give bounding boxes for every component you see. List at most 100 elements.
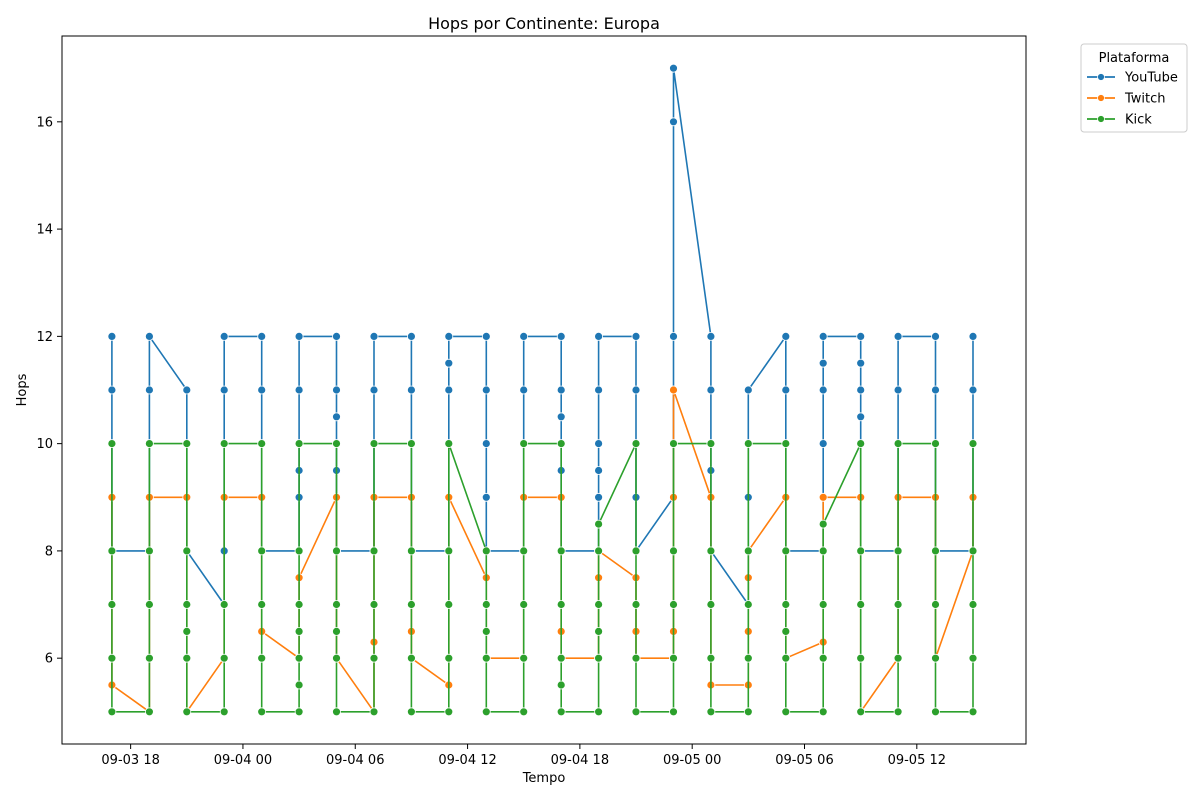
data-point-kick: [182, 653, 192, 663]
data-point-youtube: [781, 385, 791, 395]
data-point-kick: [219, 707, 229, 717]
data-point-kick: [481, 707, 491, 717]
series-layer: [107, 63, 978, 717]
data-point-youtube: [481, 492, 491, 502]
data-point-kick: [144, 546, 154, 556]
data-point-kick: [669, 546, 678, 556]
legend-items: YouTube Twitch Kick: [1087, 71, 1178, 128]
data-point-kick: [369, 546, 379, 556]
data-point-kick: [706, 707, 716, 717]
data-point-youtube: [444, 358, 454, 368]
data-point-kick: [182, 439, 192, 449]
legend-swatch-marker: [1097, 94, 1105, 102]
x-tick-label: 09-05 06: [775, 753, 833, 768]
data-point-kick: [369, 653, 379, 663]
series-line-twitch: [111, 389, 974, 713]
data-point-kick: [332, 600, 341, 609]
data-point-youtube: [257, 385, 267, 395]
data-point-kick: [893, 707, 903, 717]
data-point-kick: [481, 653, 491, 663]
data-point-kick: [519, 600, 529, 609]
data-point-kick: [818, 546, 828, 556]
data-point-kick: [107, 600, 117, 609]
y-tick-label: 8: [45, 544, 53, 559]
data-point-kick: [444, 546, 454, 556]
data-point-kick: [556, 439, 566, 449]
data-point-kick: [182, 546, 192, 556]
series-twitch: [107, 385, 978, 717]
legend-title: Plataforma: [1099, 51, 1170, 66]
data-point-kick: [931, 600, 940, 609]
x-tick-label: 09-04 18: [551, 753, 609, 768]
data-point-kick: [669, 600, 678, 609]
data-point-kick: [219, 600, 229, 609]
data-point-youtube: [594, 439, 603, 449]
y-tick-label: 14: [36, 223, 53, 238]
data-point-kick: [294, 627, 304, 636]
data-point-youtube: [219, 385, 229, 395]
data-point-kick: [294, 653, 304, 663]
data-point-youtube: [706, 385, 716, 395]
data-point-kick: [631, 546, 641, 556]
data-point-kick: [182, 600, 192, 609]
data-point-kick: [818, 519, 828, 529]
legend-label: Twitch: [1124, 92, 1166, 107]
data-point-kick: [481, 600, 491, 609]
data-point-kick: [631, 707, 641, 717]
data-point-youtube: [107, 385, 117, 395]
data-point-kick: [818, 600, 828, 609]
data-point-kick: [257, 707, 267, 717]
data-point-kick: [332, 546, 341, 556]
data-point-youtube: [594, 466, 603, 475]
data-point-youtube: [856, 385, 866, 395]
data-point-youtube: [631, 385, 641, 395]
data-point-kick: [781, 600, 791, 609]
data-point-kick: [219, 439, 229, 449]
data-point-kick: [631, 600, 641, 609]
data-point-youtube: [369, 385, 379, 395]
data-point-kick: [369, 439, 379, 449]
data-point-youtube: [669, 117, 678, 127]
data-point-kick: [931, 546, 940, 556]
data-point-kick: [332, 439, 341, 449]
data-point-kick: [594, 546, 603, 556]
data-point-youtube: [444, 331, 454, 341]
data-point-kick: [743, 600, 753, 609]
data-point-youtube: [519, 385, 529, 395]
legend-label: Kick: [1125, 113, 1152, 128]
data-point-kick: [406, 600, 416, 609]
data-point-youtube: [182, 385, 192, 395]
data-point-youtube: [332, 385, 341, 395]
data-point-kick: [743, 707, 753, 717]
data-point-youtube: [669, 63, 678, 73]
data-point-youtube: [669, 331, 678, 341]
data-point-kick: [182, 627, 192, 636]
data-point-kick: [781, 653, 791, 663]
data-point-kick: [594, 519, 603, 529]
data-point-kick: [444, 600, 454, 609]
data-point-kick: [893, 600, 903, 609]
data-point-kick: [706, 439, 716, 449]
data-point-kick: [556, 653, 566, 663]
data-point-kick: [856, 600, 866, 609]
data-point-youtube: [968, 331, 978, 341]
data-point-kick: [144, 439, 154, 449]
data-point-kick: [781, 439, 791, 449]
data-point-kick: [107, 546, 117, 556]
series-line-youtube: [111, 67, 974, 606]
data-point-kick: [519, 653, 529, 663]
data-point-kick: [332, 653, 341, 663]
data-point-youtube: [556, 385, 566, 395]
y-tick-label: 16: [36, 115, 53, 130]
data-point-youtube: [818, 439, 828, 449]
data-point-kick: [406, 653, 416, 663]
data-point-youtube: [856, 412, 866, 422]
data-point-kick: [669, 439, 678, 449]
data-point-kick: [107, 707, 117, 717]
y-axis-title: Hops: [15, 373, 30, 406]
x-axis: 09-03 18 09-04 00 09-04 06 09-04 12 09-04 18…: [101, 744, 946, 768]
data-point-kick: [144, 653, 154, 663]
data-point-kick: [818, 653, 828, 663]
data-point-youtube: [369, 331, 379, 341]
